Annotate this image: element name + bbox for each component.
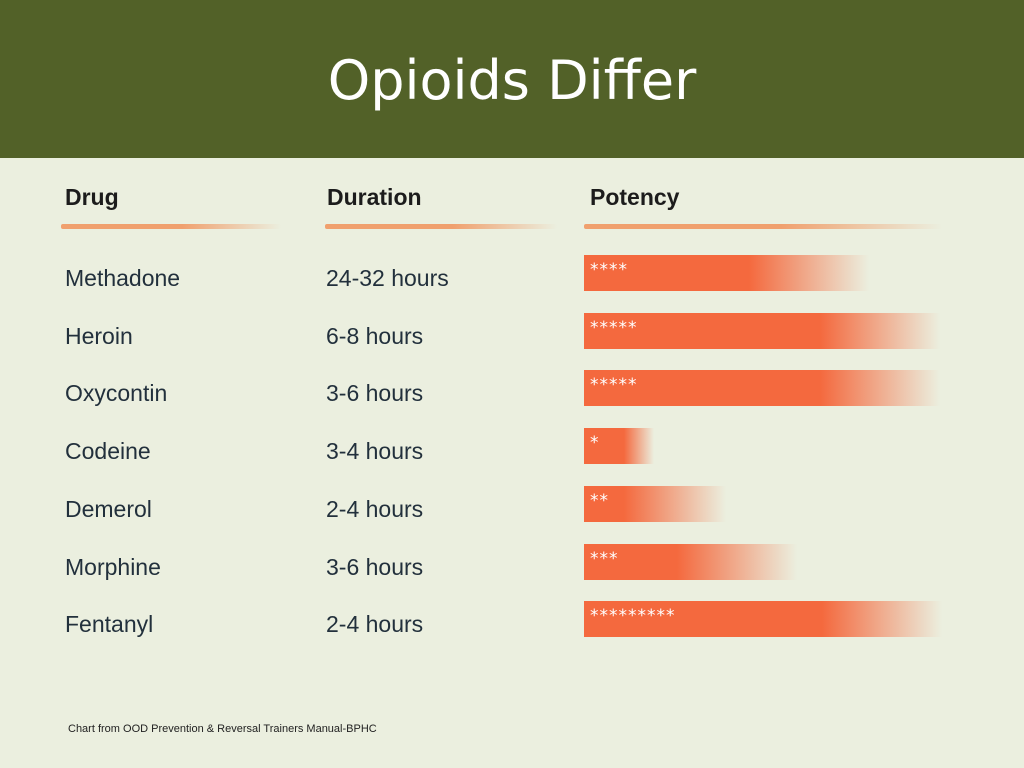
slide-title: Opioids Differ: [327, 49, 697, 112]
potency-stars-label: ****: [590, 260, 628, 280]
potency-stars-label: ***: [590, 548, 619, 569]
potency-bar: [584, 370, 940, 407]
drug-cell: Fentanyl: [65, 611, 154, 638]
potency-stars-label: **: [590, 490, 609, 511]
duration-cell: 3-6 hours: [326, 553, 424, 580]
potency-stars-label: *: [590, 433, 600, 454]
potency-bar: [584, 601, 942, 638]
header-potency: Potency: [590, 184, 680, 210]
header-duration-underline: [325, 224, 557, 229]
duration-cell: 24-32 hours: [326, 265, 449, 291]
header-drug-underline: [61, 224, 281, 229]
title-banner: [0, 0, 1024, 158]
duration-cell: 2-4 hours: [326, 611, 424, 638]
potency-stars-label: *********: [590, 606, 676, 627]
potency-bar: [584, 312, 940, 349]
source-footer: Chart from OOD Prevention & Reversal Tra…: [68, 723, 377, 735]
potency-bar: [584, 255, 869, 291]
drug-cell: Demerol: [65, 495, 152, 522]
header-potency-underline: [584, 224, 942, 229]
potency-bar: [584, 543, 797, 580]
potency-bar: [584, 428, 654, 465]
drug-cell: Heroin: [65, 322, 133, 349]
header-drug: Drug: [65, 184, 119, 210]
duration-cell: 3-4 hours: [326, 438, 424, 465]
potency-stars-label: *****: [590, 317, 638, 338]
drug-cell: Oxycontin: [65, 380, 168, 407]
duration-cell: 3-6 hours: [326, 380, 424, 407]
drug-cell: Codeine: [65, 438, 151, 465]
duration-cell: 6-8 hours: [326, 322, 424, 349]
potency-stars-label: *****: [590, 375, 638, 396]
header-duration: Duration: [327, 184, 422, 210]
drug-cell: Morphine: [65, 553, 161, 580]
drug-cell: Methadone: [65, 265, 181, 291]
potency-bar: [584, 485, 726, 522]
duration-cell: 2-4 hours: [326, 495, 424, 522]
